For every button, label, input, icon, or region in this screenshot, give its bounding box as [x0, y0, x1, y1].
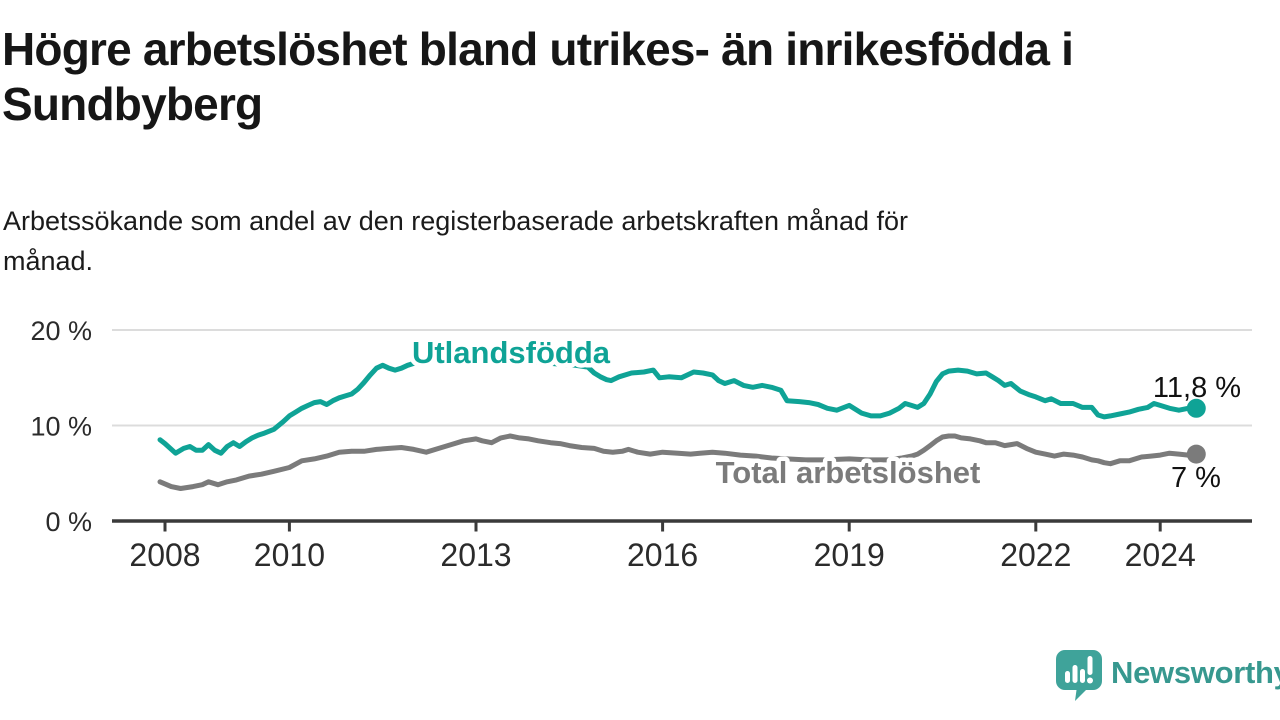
series-line-total: [157, 433, 1199, 491]
x-tick-label: 2022: [1000, 537, 1071, 573]
series-end-dot-total: [1186, 444, 1206, 464]
bar-2: [1072, 665, 1078, 683]
x-tick-label: 2013: [440, 537, 511, 573]
speech-bubble-shape: [1056, 650, 1102, 701]
series-line-utlandsfodda: [157, 356, 1199, 456]
headline: Högre arbetslöshet bland utrikes- än inr…: [2, 23, 1074, 131]
x-tick-label: 2010: [254, 537, 325, 573]
x-tick-label: 2016: [627, 537, 698, 573]
x-tick-label: 2019: [814, 537, 885, 573]
x-tick-label: 2024: [1125, 537, 1196, 573]
newsworthy-logo-icon: [1056, 650, 1102, 701]
y-tick-label: 20 %: [30, 316, 92, 346]
exclamation-dot: [1087, 677, 1093, 684]
series-label-total: Total arbetslöshet: [716, 455, 981, 490]
bar-3: [1080, 669, 1085, 683]
end-value-label-total: 7 %: [1171, 462, 1221, 494]
series-end-dot-utlandsfodda: [1186, 398, 1206, 418]
newsworthy-logo: Newsworthy: [1056, 650, 1280, 702]
y-tick-label: 10 %: [30, 412, 92, 442]
series-label-utlandsfodda: Utlandsfödda: [412, 335, 611, 370]
x-tick-label: 2008: [129, 537, 200, 573]
bar-1: [1065, 671, 1070, 683]
chart-subtitle: Arbetssökande som andel av den registerb…: [3, 206, 909, 276]
exclamation-bar: [1087, 656, 1093, 675]
newsworthy-logo-text: Newsworthy: [1111, 655, 1280, 690]
end-value-label-utlandsfodda: 11,8 %: [1153, 372, 1241, 404]
y-tick-label: 0 %: [45, 507, 92, 537]
